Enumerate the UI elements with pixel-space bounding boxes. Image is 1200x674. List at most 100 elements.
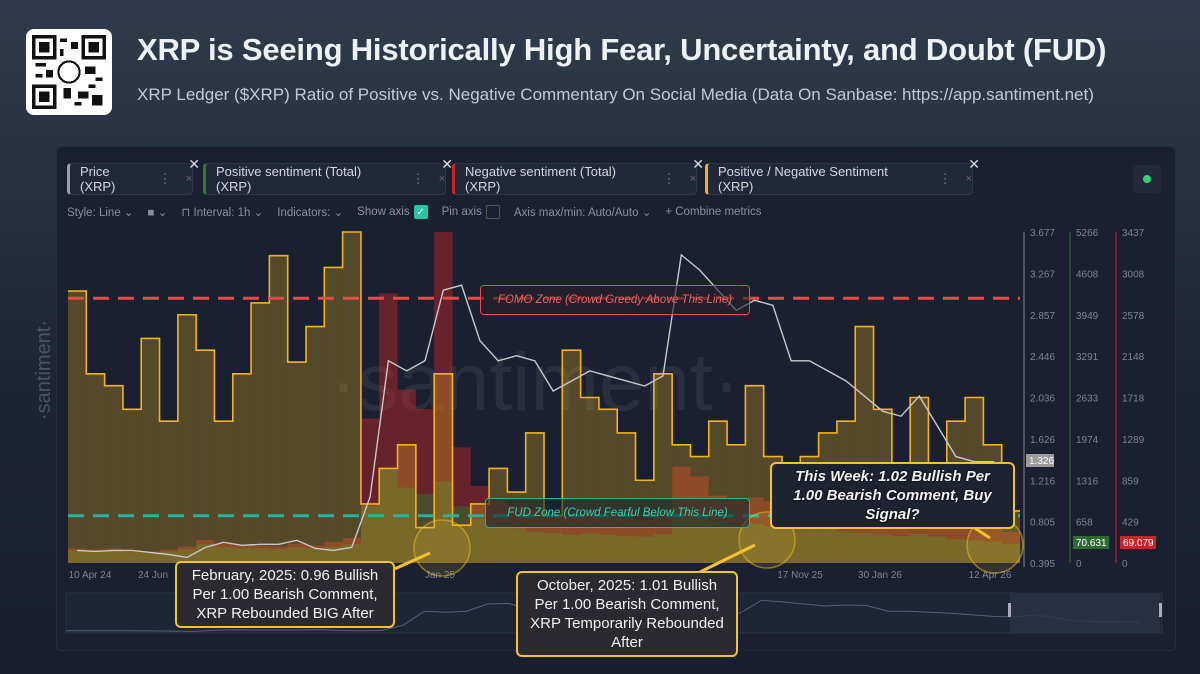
ratio-bar (397, 444, 416, 563)
ratio-bar (196, 350, 215, 563)
more-icon[interactable]: ⋮ (411, 171, 425, 186)
callout-february: February, 2025: 0.96 Bullish Per 1.00 Be… (175, 561, 395, 628)
ratio-bar (525, 432, 544, 563)
metric-chip-ratio[interactable]: Positive / Negative Sentiment (XRP) ⋮ × ✕ (705, 156, 980, 195)
positive-area (68, 468, 1020, 563)
more-icon[interactable]: ⋮ (938, 171, 952, 186)
x-axis-tick: 24 Jun (138, 570, 168, 581)
metric-label: Positive / Negative Sentiment (XRP) (718, 164, 888, 194)
remove-icon[interactable]: × (438, 173, 445, 185)
color-dropdown[interactable]: ■ ⌄ (147, 207, 168, 219)
negative-axis-tick: 2148 (1122, 352, 1145, 363)
positive-axis-tick: 1316 (1076, 476, 1099, 487)
chart-toolbar: Style: Line ⌄ ■ ⌄ ⊓ Interval: 1h ⌄ Indic… (67, 205, 762, 219)
x-axis-tick: 30 Jan 26 (858, 570, 902, 581)
positive-sentiment-area (68, 468, 1020, 563)
price-axis-tick: 2.446 (1030, 352, 1055, 363)
negative-axis-tick: 859 (1122, 476, 1139, 487)
negative-axis-tick: 0 (1122, 559, 1128, 570)
positive-axis-tick: 1974 (1076, 435, 1099, 446)
negative-axis-tick: 3437 (1122, 228, 1145, 239)
remove-icon[interactable]: × (965, 173, 972, 185)
ratio-bar (104, 385, 123, 563)
more-icon[interactable]: ⋮ (662, 171, 676, 186)
remove-icon[interactable]: × (689, 173, 696, 185)
remove-icon[interactable]: × (185, 173, 192, 185)
interval-dropdown[interactable]: ⊓ Interval: 1h ⌄ (181, 207, 264, 219)
price-line (77, 253, 1012, 559)
callout-this-week: This Week: 1.02 Bullish Per 1.00 Bearish… (770, 462, 1015, 529)
pin-axis-toggle[interactable]: Pin axis (442, 205, 500, 219)
metric-label: Positive sentiment (Total) (XRP) (216, 164, 362, 194)
metric-chip-price[interactable]: Price (XRP) ⋮ × ✕ (67, 156, 200, 195)
watermark-vertical: ·santiment· (33, 320, 55, 420)
callout-october: October, 2025: 1.01 Bullish Per 1.00 Bea… (516, 571, 738, 657)
close-icon[interactable]: ✕ (692, 156, 704, 172)
indicators-dropdown[interactable]: Indicators: ⌄ (277, 207, 344, 219)
ratio-bar (177, 314, 197, 563)
ratio-bar (360, 503, 380, 563)
metric-label: Price (XRP) (80, 164, 116, 194)
close-icon[interactable]: ✕ (188, 156, 200, 172)
santiment-qr-code (26, 29, 112, 115)
status-button[interactable] (1133, 165, 1161, 193)
axis-maxmin-dropdown[interactable]: Axis max/min: Auto/Auto ⌄ (513, 207, 652, 219)
positive-axis-tick: 2633 (1076, 394, 1099, 405)
price-axis-tick: 0.395 (1030, 559, 1055, 570)
close-icon[interactable]: ✕ (441, 156, 453, 172)
ratio-bar (580, 397, 599, 563)
ratio-bar (287, 362, 306, 563)
ratio-step-line (68, 231, 1020, 529)
price-axis-tick: 3.267 (1030, 269, 1055, 280)
positive-axis-tick: 658 (1076, 518, 1093, 529)
positive-axis-tick: 3291 (1076, 352, 1099, 363)
show-axis-toggle[interactable]: Show axis ✓ (357, 205, 428, 219)
more-icon[interactable]: ⋮ (158, 171, 172, 186)
callout-arrow (699, 543, 756, 574)
navigator-selection (1010, 593, 1160, 633)
x-axis-tick: 12 Apr 26 (969, 570, 1012, 581)
positive-last-badge (1073, 536, 1109, 549)
combine-metrics-button[interactable]: + Combine metrics (665, 206, 762, 218)
price-axis-tick: 0.805 (1030, 518, 1055, 529)
page-subtitle: XRP Ledger ($XRP) Ratio of Positive vs. … (137, 85, 1094, 104)
positive-axis-tick: 5266 (1076, 228, 1099, 239)
x-axis-tick: 10 Apr 24 (69, 570, 112, 581)
price-axis-tick: 1.216 (1030, 476, 1055, 487)
status-dot-icon (1143, 175, 1151, 183)
navigator-handle-right (1159, 603, 1162, 617)
positive-last-badge-text: 70.631 (1076, 538, 1107, 549)
price-axis-tick: 2.857 (1030, 311, 1055, 322)
ratio-bar (306, 326, 325, 563)
metric-chip-positive[interactable]: Positive sentiment (Total) (XRP) ⋮ × ✕ (203, 156, 453, 195)
price-last-badge-text: 1.326 (1029, 456, 1054, 467)
negative-axis-tick: 1289 (1122, 435, 1145, 446)
negative-last-badge-text: 69.079 (1123, 538, 1154, 549)
ratio-bar (470, 503, 490, 563)
negative-axis-tick: 1718 (1122, 394, 1145, 405)
price-axis-tick: 1.626 (1030, 435, 1055, 446)
price-axis-tick: 2.036 (1030, 394, 1055, 405)
ratio-bar (86, 373, 105, 563)
metric-chip-negative[interactable]: Negative sentiment (Total) (XRP) ⋮ × ✕ (452, 156, 704, 195)
fomo-zone-label: FOMO Zone (Crowd Greedy Above This Line) (480, 285, 750, 315)
negative-axis-tick: 2578 (1122, 311, 1145, 322)
navigator-handle-left (1008, 603, 1011, 617)
ratio-bar (269, 255, 288, 563)
close-icon[interactable]: ✕ (968, 156, 980, 172)
negative-last-badge (1120, 536, 1156, 549)
ratio-bar (598, 409, 618, 563)
negative-axis-tick: 3008 (1122, 269, 1145, 280)
ratio-bar (653, 373, 673, 563)
highlight-circle (413, 519, 471, 577)
checkbox-checked-icon: ✓ (413, 205, 428, 219)
fud-zone-label: FUD Zone (Crowd Fearful Below This Line) (485, 498, 750, 528)
ratio-bar (708, 421, 728, 563)
style-dropdown[interactable]: Style: Line ⌄ (67, 207, 134, 219)
positive-axis-tick: 4608 (1076, 269, 1099, 280)
ratio-bar (379, 468, 398, 563)
price-last-badge (1026, 454, 1054, 467)
ratio-bar (232, 373, 252, 563)
ratio-bar (141, 338, 160, 563)
ratio-bar (562, 350, 581, 563)
